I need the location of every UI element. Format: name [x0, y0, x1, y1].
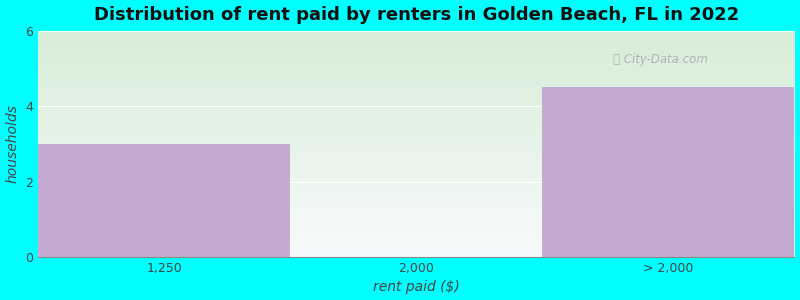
Title: Distribution of rent paid by renters in Golden Beach, FL in 2022: Distribution of rent paid by renters in … [94, 6, 739, 24]
Y-axis label: households: households [6, 104, 19, 183]
X-axis label: rent paid ($): rent paid ($) [373, 280, 459, 294]
Bar [38, 144, 290, 257]
Text: ⓘ City-Data.com: ⓘ City-Data.com [613, 53, 708, 66]
Bar [542, 87, 794, 257]
